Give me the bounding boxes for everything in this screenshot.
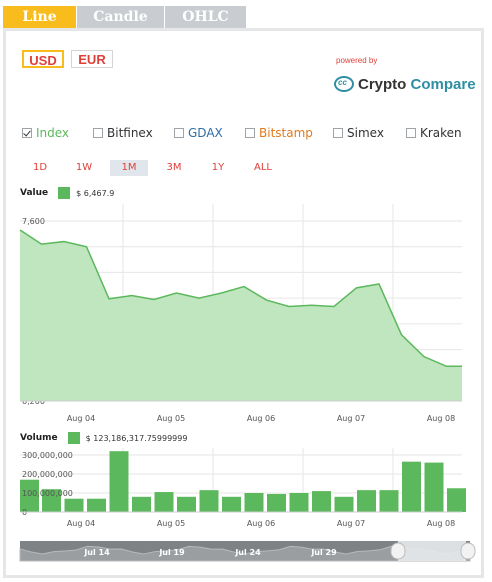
exchange-simex[interactable]: Simex: [333, 125, 384, 141]
exchange-label: GDAX: [188, 126, 223, 140]
brand-name-part2: Compare: [410, 75, 476, 93]
currency-eur-button[interactable]: EUR: [71, 50, 113, 68]
x-tick-label: Aug 05: [157, 519, 185, 528]
y-tick-label: 200,000,000: [22, 470, 73, 479]
checkbox-icon[interactable]: [333, 128, 343, 138]
volume-chart: Aug 04 Aug 05 Aug 06 Aug 07 Aug 08 300,000,00…: [20, 448, 484, 528]
x-tick-label: Aug 04: [67, 414, 95, 423]
tab-line[interactable]: Line: [3, 6, 76, 28]
checkbox-icon[interactable]: [245, 128, 255, 138]
range-1d-button[interactable]: 1D: [32, 162, 48, 173]
tab-ohlc[interactable]: OHLC: [165, 6, 246, 28]
range-1w-button[interactable]: 1W: [75, 162, 93, 173]
volume-bar: [42, 489, 61, 512]
volume-bar: [199, 490, 219, 512]
legend-swatch: [67, 432, 80, 444]
exchange-bitfinex[interactable]: Bitfinex: [93, 125, 153, 141]
x-tick-label: Aug 05: [157, 414, 185, 423]
volume-bar: [222, 496, 241, 512]
cryptocompare-name: Crypto Compare: [358, 76, 476, 93]
price-chart: 7,6007,4007,2007,0006,8006,6006,4006,200…: [19, 204, 484, 423]
volume-bar: [20, 479, 39, 512]
value-legend-value: $ 6,467.9: [76, 188, 115, 198]
powered-by-text: powered by: [336, 56, 378, 65]
x-tick-label: Aug 06: [247, 519, 275, 528]
exchange-kraken[interactable]: Kraken: [406, 125, 462, 141]
exchange-label: Bitfinex: [107, 126, 153, 140]
volume-bar: [289, 493, 309, 512]
x-tick-label: Aug 07: [337, 414, 365, 423]
navigator-right-handle[interactable]: [460, 542, 476, 560]
volume-bar: [109, 451, 129, 512]
y-tick-label: 300,000,000: [22, 451, 73, 460]
navigator-date-label: Jul 14: [83, 548, 110, 557]
x-tick-label: Aug 08: [427, 519, 455, 528]
volume-bar: [334, 496, 354, 512]
volume-bar: [379, 490, 399, 512]
volume-legend-value: $ 123,186,317.75999999: [85, 433, 188, 443]
navigator[interactable]: Jul 14 Jul 19 Jul 24 Jul 29: [19, 541, 476, 562]
exchange-label: Kraken: [420, 126, 462, 140]
tab-candle[interactable]: Candle: [77, 6, 164, 28]
x-tick-label: Aug 04: [67, 519, 95, 528]
y-tick-label: 100,000,000: [22, 489, 73, 498]
navigator-date-label: Jul 24: [234, 548, 261, 557]
navigator-date-label: Jul 29: [310, 548, 337, 557]
navigator-date-label: Jul 19: [158, 548, 185, 557]
volume-bar: [312, 491, 331, 512]
volume-legend: Volume $ 123,186,317.75999999: [20, 431, 187, 445]
volume-bar: [64, 498, 84, 512]
x-tick-label: Aug 08: [427, 414, 455, 423]
volume-bar: [244, 493, 264, 512]
checkbox-icon[interactable]: [22, 128, 32, 138]
volume-bar: [132, 496, 151, 512]
navigator-left-handle[interactable]: [390, 542, 406, 560]
range-1y-button[interactable]: 1Y: [211, 162, 225, 173]
value-legend: Value $ 6,467.9: [20, 186, 114, 200]
exchange-bitstamp[interactable]: Bitstamp: [245, 125, 313, 141]
volume-legend-label: Volume: [20, 433, 58, 443]
y-tick-label: 7,600: [22, 217, 45, 226]
currency-usd-button[interactable]: USD: [22, 50, 64, 68]
volume-bar: [177, 496, 196, 512]
exchange-label: Index: [36, 126, 70, 140]
exchange-label: Bitstamp: [259, 126, 313, 140]
volume-bar: [357, 490, 376, 512]
checkbox-icon[interactable]: [406, 128, 416, 138]
exchange-label: Simex: [347, 126, 384, 140]
price-area: [20, 230, 462, 401]
exchange-index[interactable]: Index: [22, 125, 69, 141]
volume-bar: [154, 492, 174, 512]
volume-bar: [402, 461, 421, 512]
exchange-gdax[interactable]: GDAX: [174, 125, 223, 141]
range-1m-button[interactable]: 1M: [110, 160, 148, 176]
value-legend-label: Value: [20, 188, 49, 198]
volume-bar: [447, 488, 466, 512]
volume-bar: [87, 498, 106, 512]
chart-type-tabs: Line Candle OHLC: [3, 6, 246, 28]
checkbox-icon[interactable]: [174, 128, 184, 138]
x-tick-label: Aug 06: [247, 414, 275, 423]
navigator-selected-range: [398, 541, 466, 561]
checkbox-icon[interactable]: [93, 128, 103, 138]
brand-name-part1: Crypto: [358, 75, 407, 93]
volume-bar: [424, 462, 444, 512]
range-all-button[interactable]: ALL: [254, 162, 272, 173]
cryptocompare-logo-icon: [334, 76, 354, 92]
legend-swatch: [58, 187, 71, 199]
volume-bar: [267, 493, 286, 512]
cryptocompare-logo[interactable]: Crypto Compare: [334, 72, 476, 96]
range-3m-button[interactable]: 3M: [166, 162, 182, 173]
x-tick-label: Aug 07: [337, 519, 365, 528]
